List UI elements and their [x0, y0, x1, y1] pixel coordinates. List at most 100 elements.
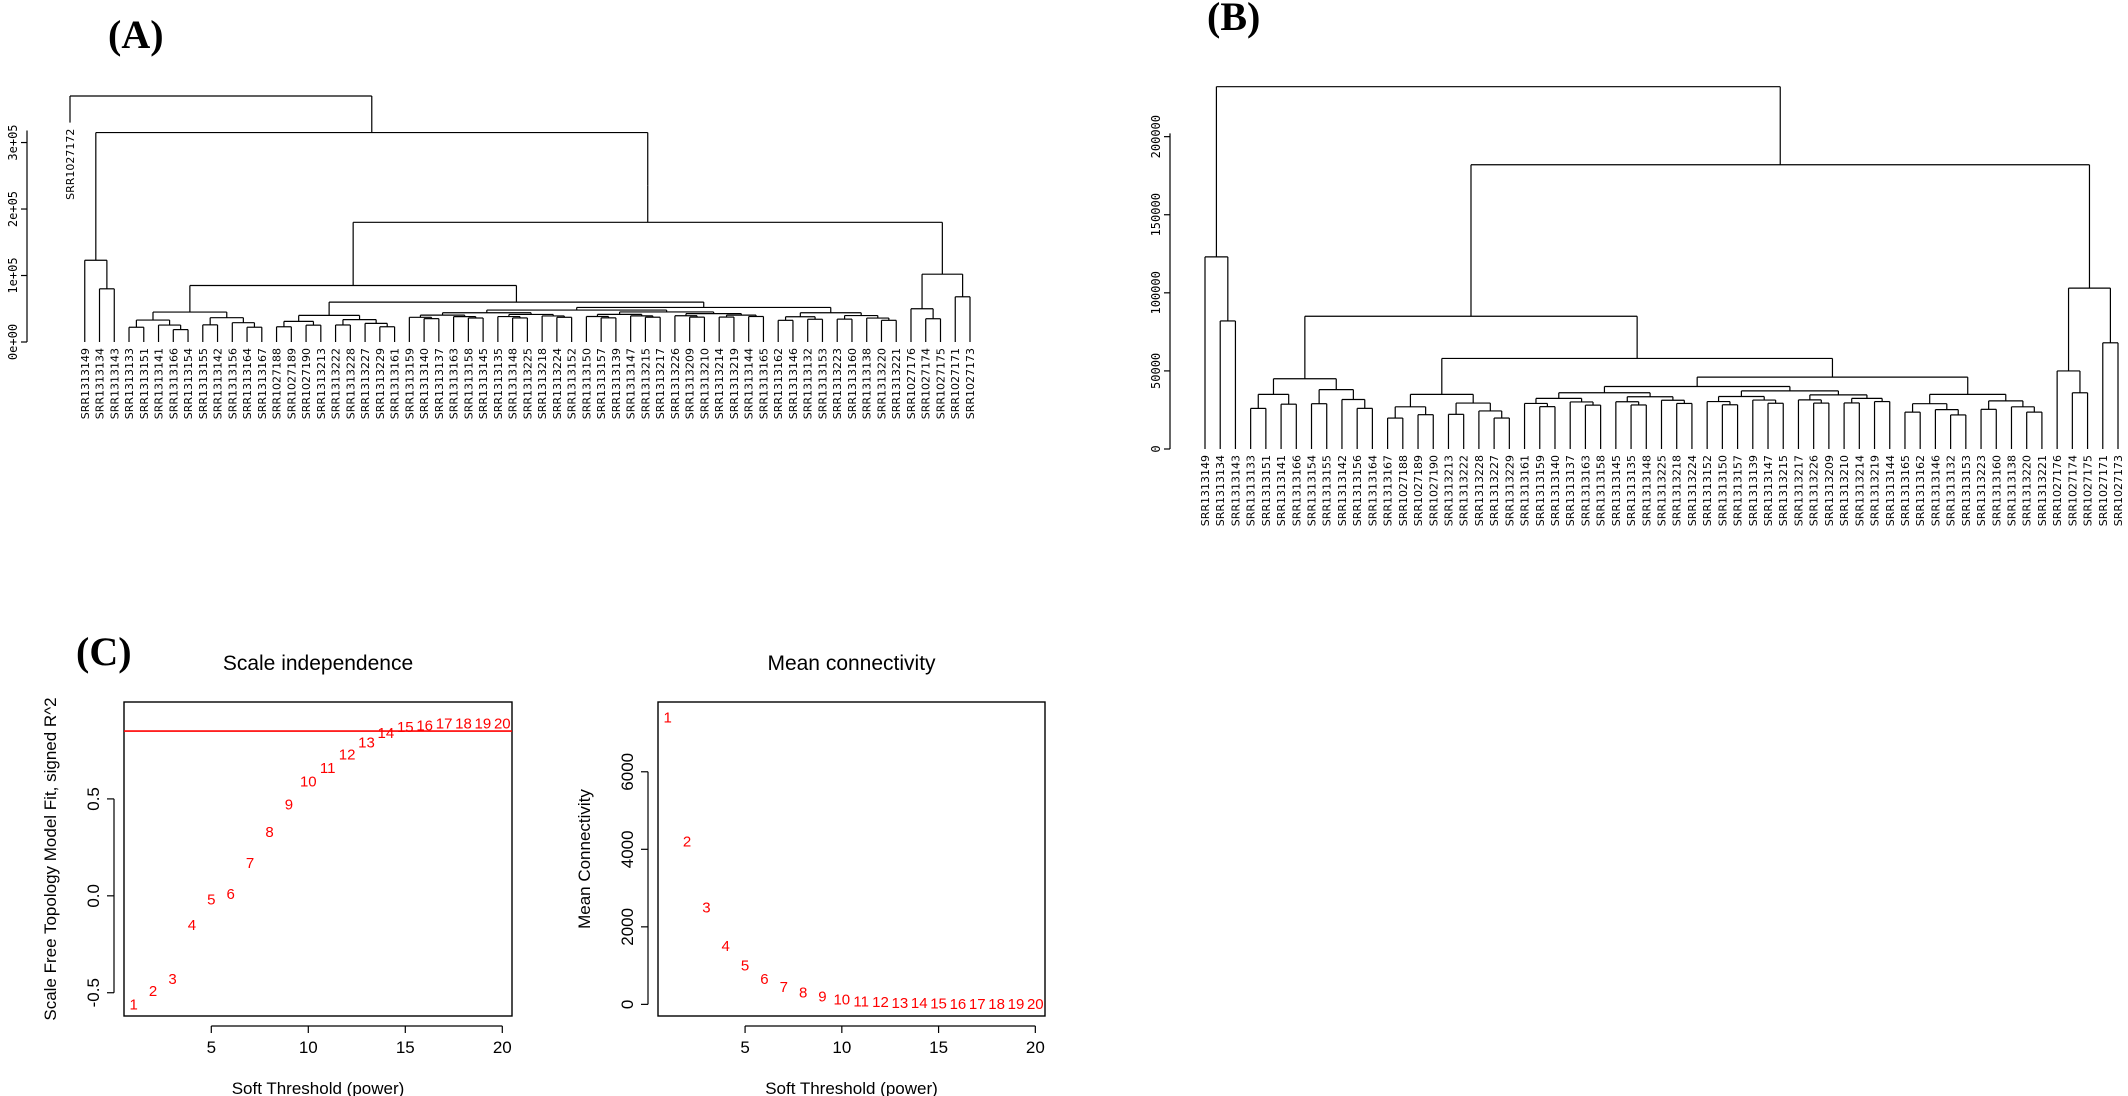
- dendro-leaf-label: SRR1313152: [1701, 455, 1714, 526]
- dendro-leaf-label: SRR1313150: [1716, 455, 1729, 526]
- x-tick-label: 15: [929, 1038, 948, 1057]
- data-point-label: 4: [722, 938, 730, 955]
- dendro-leaf-label: SRR1313152: [566, 348, 579, 419]
- dendro-leaf-label: SRR1313147: [625, 348, 638, 419]
- dendro-leaf-label: SRR1313226: [669, 348, 682, 419]
- plot-title: Mean connectivity: [767, 652, 936, 675]
- data-point-label: 7: [780, 979, 788, 996]
- dendro-leaf-label: SRR1313164: [241, 348, 254, 419]
- dendro-leaf-label: SRR1027188: [271, 348, 284, 419]
- data-point-label: 9: [285, 797, 293, 814]
- panel-b-letter: (B): [1207, 0, 1260, 39]
- data-point-label: 11: [853, 993, 869, 1010]
- dendro-leaf-label: SRR1313210: [1838, 455, 1851, 526]
- dendro-leaf-label: SRR1313160: [846, 348, 859, 419]
- dendro-leaf-label: SRR1313133: [123, 348, 136, 419]
- dendro-leaf-label: SRR1313167: [256, 348, 269, 419]
- dendro-leaf-label: SRR1313137: [433, 348, 446, 419]
- dendro-leaf-label: SRR1313209: [684, 348, 697, 419]
- dendro-leaf-label: SRR1313215: [1777, 455, 1790, 526]
- data-point-label: 17: [436, 715, 453, 732]
- dendro-leaf-label: SRR1313228: [344, 348, 357, 419]
- dendro-y-tick-label: 100000: [1149, 271, 1163, 314]
- x-tick-label: 10: [299, 1038, 318, 1057]
- dendro-leaf-label: SRR1313227: [1488, 455, 1501, 526]
- dendro-leaf-label: SRR1313229: [374, 348, 387, 419]
- dendro-y-tick-label: 0e+00: [6, 324, 20, 360]
- dendro-leaf-label: SRR1313153: [816, 348, 829, 419]
- data-point-label: 8: [799, 985, 807, 1002]
- dendro-leaf-label: SRR1313160: [1990, 455, 2003, 526]
- dendro-leaf-label: SRR1313158: [462, 348, 475, 419]
- data-point-label: 4: [188, 917, 196, 934]
- dendro-leaf-label: SRR1313213: [315, 348, 328, 419]
- dendro-leaf-label: SRR1313213: [1442, 455, 1455, 526]
- data-point-label: 14: [911, 995, 928, 1012]
- x-tick-label: 15: [396, 1038, 415, 1057]
- dendro-leaf-label: SRR1313145: [1610, 455, 1623, 526]
- dendro-leaf-label: SRR1313144: [743, 348, 756, 419]
- data-point-label: 12: [872, 994, 889, 1011]
- data-point-label: 5: [207, 892, 215, 909]
- dendro-leaf-label: SRR1313142: [212, 348, 225, 419]
- data-point-label: 20: [1027, 996, 1044, 1013]
- dendro-leaf-label: SRR1313220: [2021, 455, 2034, 526]
- dendro-y-tick-label: 0: [1149, 445, 1163, 452]
- y-axis-label: Scale Free Topology Model Fit, signed R^…: [41, 697, 60, 1020]
- dendro-leaf-label: SRR1313135: [492, 348, 505, 419]
- dendro-leaf-label: SRR1313139: [610, 348, 623, 419]
- dendro-leaf-label: SRR1313147: [1762, 455, 1775, 526]
- dendro-leaf-label: SRR1313229: [1503, 455, 1516, 526]
- dendro-leaf-label: SRR1027173: [2112, 455, 2125, 526]
- x-tick-label: 5: [740, 1038, 749, 1057]
- dendro-leaf-label: SRR1313209: [1823, 455, 1836, 526]
- dendro-leaf-label: SRR1027176: [905, 348, 918, 419]
- dendro-leaf-label: SRR1313148: [507, 348, 520, 419]
- data-point-label: 2: [149, 983, 157, 1000]
- dendro-leaf-label: SRR1313166: [167, 348, 180, 419]
- dendro-leaf-label: SRR1313218: [536, 348, 549, 419]
- y-axis-label: Mean Connectivity: [575, 789, 594, 929]
- data-point-label: 7: [246, 855, 254, 872]
- dendro-leaf-label: SRR1313139: [1747, 455, 1760, 526]
- dendro-y-tick-label: 2e+05: [6, 191, 20, 227]
- x-axis-label: Soft Threshold (power): [765, 1079, 938, 1096]
- data-point-label: 6: [227, 886, 235, 903]
- dendro-leaf-label: SRR1313151: [138, 348, 151, 419]
- dendro-leaf-label: SRR1313222: [330, 348, 343, 419]
- dendro-leaf-label: SRR1313143: [108, 348, 121, 419]
- dendro-leaf-label: SRR1027173: [964, 348, 977, 419]
- dendro-leaf-label: SRR1313226: [1808, 455, 1821, 526]
- x-tick-label: 20: [1026, 1038, 1045, 1057]
- x-tick-label: 20: [493, 1038, 512, 1057]
- dendro-leaf-label: SRR1313155: [1321, 455, 1334, 526]
- dendro-leaf-label: SRR1313165: [1899, 455, 1912, 526]
- data-point-label: 17: [969, 996, 986, 1013]
- dendro-leaf-label: SRR1313159: [403, 348, 416, 419]
- dendro-leaf-label: SRR1313153: [1960, 455, 1973, 526]
- plot-frame: [657, 701, 1046, 1017]
- dendro-leaf-label: SRR1313157: [1732, 455, 1745, 526]
- y-tick-label: 2000: [618, 908, 637, 946]
- dendro-leaf-label: SRR1027174: [920, 348, 933, 419]
- dendro-leaf-label: SRR1313146: [1929, 455, 1942, 526]
- dendro-leaf-label: SRR1313133: [1245, 455, 1258, 526]
- data-point-label: 5: [741, 958, 749, 975]
- dendro-leaf-label: SRR1313228: [1473, 455, 1486, 526]
- data-point-label: 19: [475, 715, 492, 732]
- dendro-leaf-label: SRR1313149: [79, 348, 92, 419]
- dendro-leaf-label: SRR1027190: [300, 348, 313, 419]
- dendro-leaf-label: SRR1313144: [1884, 455, 1897, 526]
- x-axis-label: Soft Threshold (power): [232, 1079, 405, 1096]
- dendro-leaf-label: SRR1313149: [1199, 455, 1212, 526]
- data-point-label: 20: [494, 715, 511, 732]
- dendro-leaf-label: SRR1313141: [1275, 455, 1288, 526]
- data-point-label: 1: [664, 710, 672, 727]
- dendro-leaf-label: SRR1313134: [94, 348, 107, 419]
- data-point-label: 9: [818, 989, 826, 1006]
- dendro-leaf-label: SRR1313161: [1519, 455, 1532, 526]
- dendro-y-tick-label: 3e+05: [6, 124, 20, 160]
